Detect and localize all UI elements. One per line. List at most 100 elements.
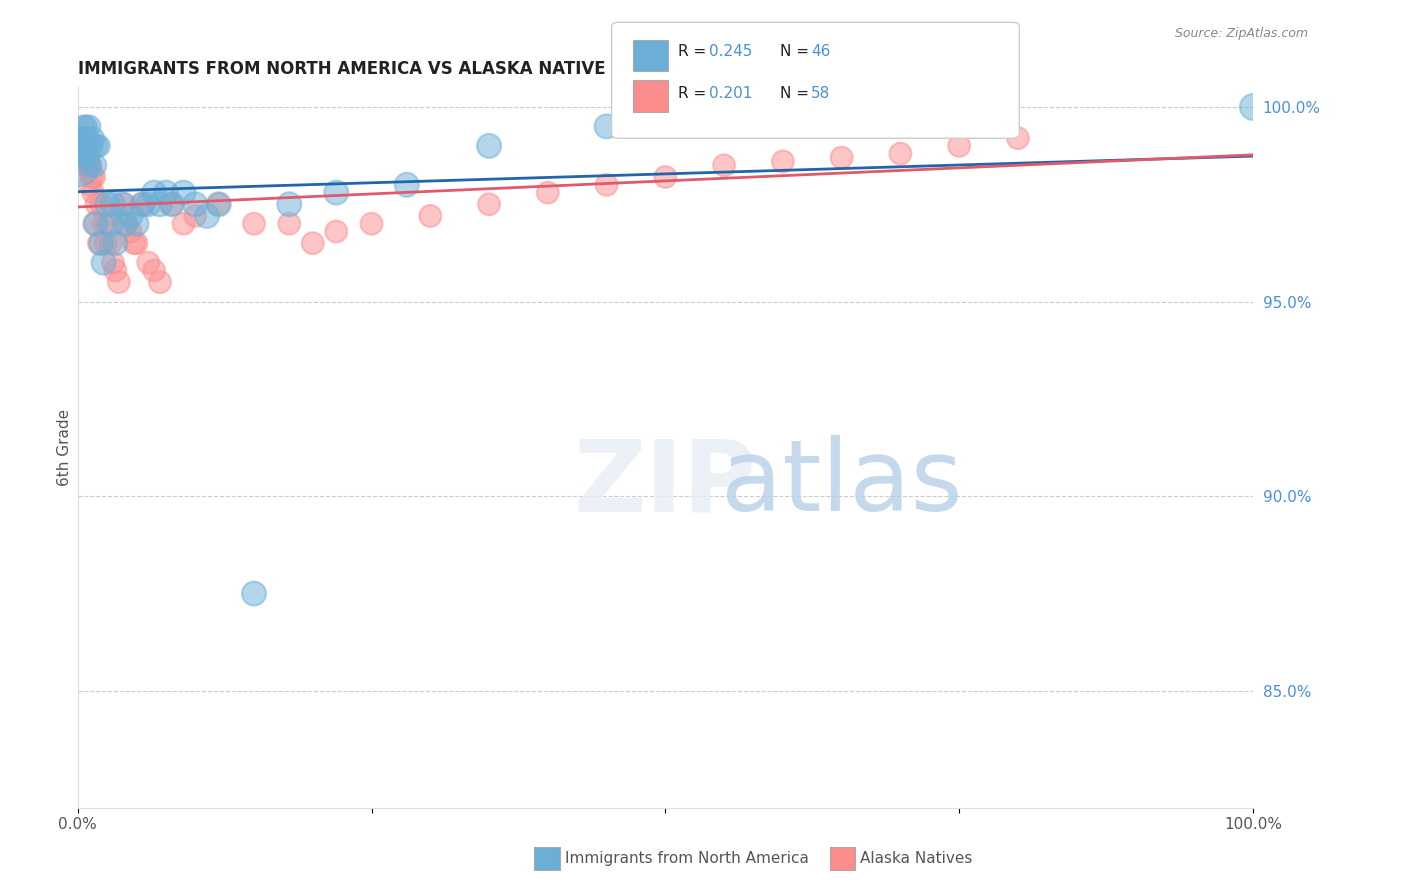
Point xyxy=(278,197,301,211)
Text: R =: R = xyxy=(678,87,711,101)
Point xyxy=(243,217,266,231)
Point xyxy=(72,158,94,172)
Point xyxy=(143,186,166,200)
Point xyxy=(72,131,94,145)
Point xyxy=(278,217,301,231)
Point xyxy=(173,217,195,231)
Text: 46: 46 xyxy=(811,45,831,59)
Point xyxy=(104,236,127,251)
Point xyxy=(73,139,96,153)
Point xyxy=(87,139,110,153)
Point xyxy=(301,236,323,251)
Point xyxy=(80,139,103,153)
Point xyxy=(76,151,98,165)
Point xyxy=(100,217,122,231)
Text: R =: R = xyxy=(678,45,711,59)
Point xyxy=(713,158,735,172)
Point xyxy=(120,209,142,223)
Point xyxy=(77,158,100,172)
Point xyxy=(84,217,107,231)
Point xyxy=(70,151,93,165)
Point xyxy=(70,139,93,153)
Point xyxy=(67,146,90,161)
Text: Alaska Natives: Alaska Natives xyxy=(860,852,973,866)
Point xyxy=(79,158,101,172)
Point xyxy=(1241,100,1264,114)
Point xyxy=(395,178,418,192)
Point xyxy=(595,120,617,134)
Point xyxy=(108,275,131,289)
Point xyxy=(73,139,96,153)
Point xyxy=(72,146,94,161)
Point xyxy=(114,197,136,211)
Y-axis label: 6th Grade: 6th Grade xyxy=(58,409,72,486)
Point xyxy=(195,209,218,223)
Point xyxy=(325,186,347,200)
Point xyxy=(155,186,177,200)
Text: IMMIGRANTS FROM NORTH AMERICA VS ALASKA NATIVE 6TH GRADE CORRELATION CHART: IMMIGRANTS FROM NORTH AMERICA VS ALASKA … xyxy=(77,60,924,78)
Text: Immigrants from North America: Immigrants from North America xyxy=(565,852,808,866)
Point xyxy=(115,217,138,231)
Point xyxy=(114,217,136,231)
Point xyxy=(122,236,145,251)
Point xyxy=(478,139,501,153)
Point xyxy=(75,120,97,134)
Point xyxy=(101,197,124,211)
Text: 58: 58 xyxy=(811,87,831,101)
Point xyxy=(948,139,970,153)
Point xyxy=(595,178,617,192)
Point xyxy=(82,186,104,200)
Point xyxy=(100,236,122,251)
Point xyxy=(72,120,94,134)
Point xyxy=(654,169,676,184)
Point xyxy=(75,146,97,161)
Point xyxy=(120,225,142,239)
Point xyxy=(101,255,124,269)
Point xyxy=(537,186,560,200)
Point xyxy=(889,146,911,161)
Text: N =: N = xyxy=(780,45,814,59)
Text: 0.201: 0.201 xyxy=(709,87,752,101)
Point xyxy=(79,178,101,192)
Point xyxy=(125,217,148,231)
Point xyxy=(243,586,266,600)
Point xyxy=(143,263,166,277)
Point xyxy=(160,197,183,211)
Point xyxy=(80,169,103,184)
Point xyxy=(83,169,105,184)
Point xyxy=(76,139,98,153)
Point xyxy=(79,158,101,172)
Point xyxy=(70,131,93,145)
Point xyxy=(86,197,108,211)
Point xyxy=(136,255,159,269)
Point xyxy=(184,209,207,223)
Point xyxy=(325,225,347,239)
Point xyxy=(76,158,98,172)
Point xyxy=(87,236,110,251)
Point xyxy=(90,236,112,251)
Point xyxy=(173,186,195,200)
Text: atlas: atlas xyxy=(721,435,963,533)
Point xyxy=(79,120,101,134)
Point xyxy=(208,197,231,211)
Point xyxy=(75,146,97,161)
Point xyxy=(125,236,148,251)
Text: 0.245: 0.245 xyxy=(709,45,752,59)
Point xyxy=(160,197,183,211)
Point xyxy=(208,197,231,211)
Point xyxy=(67,158,90,172)
Point xyxy=(73,158,96,172)
Point xyxy=(96,197,118,211)
Point xyxy=(1007,131,1029,145)
Point xyxy=(86,139,108,153)
Point xyxy=(66,131,89,145)
Point xyxy=(96,217,118,231)
Point xyxy=(478,197,501,211)
Point xyxy=(131,197,153,211)
Point xyxy=(104,263,127,277)
Point xyxy=(93,255,115,269)
Point xyxy=(136,197,159,211)
Text: N =: N = xyxy=(780,87,814,101)
Point xyxy=(184,197,207,211)
Point xyxy=(72,146,94,161)
